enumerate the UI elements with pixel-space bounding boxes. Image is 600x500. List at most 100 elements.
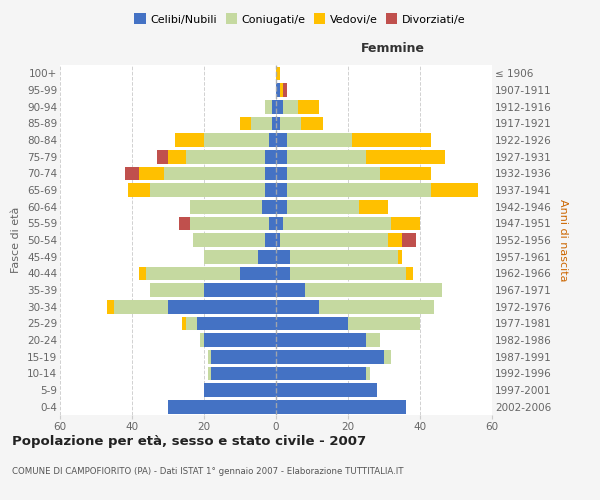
Bar bbox=[287, 133, 352, 147]
Bar bbox=[276, 316, 348, 330]
Bar bbox=[190, 216, 269, 230]
Bar bbox=[175, 133, 204, 147]
Bar bbox=[125, 166, 139, 180]
Bar bbox=[398, 250, 402, 264]
Bar bbox=[265, 183, 276, 197]
Bar bbox=[431, 183, 478, 197]
Bar bbox=[348, 316, 420, 330]
Bar bbox=[262, 200, 276, 213]
Y-axis label: Anni di nascita: Anni di nascita bbox=[558, 198, 568, 281]
Bar bbox=[276, 133, 287, 147]
Bar bbox=[290, 266, 406, 280]
Bar bbox=[276, 166, 287, 180]
Bar bbox=[298, 100, 319, 114]
Bar bbox=[359, 200, 388, 213]
Text: Popolazione per età, sesso e stato civile - 2007: Popolazione per età, sesso e stato civil… bbox=[12, 435, 366, 448]
Bar bbox=[276, 83, 280, 97]
Bar bbox=[366, 366, 370, 380]
Bar bbox=[276, 100, 283, 114]
Bar bbox=[388, 233, 402, 247]
Bar bbox=[200, 333, 204, 347]
Text: Femmine: Femmine bbox=[361, 42, 425, 54]
Bar bbox=[211, 350, 276, 364]
Bar bbox=[384, 350, 391, 364]
Bar bbox=[186, 150, 265, 164]
Bar bbox=[269, 133, 276, 147]
Bar bbox=[406, 266, 413, 280]
Bar bbox=[107, 300, 114, 314]
Bar bbox=[276, 200, 287, 213]
Bar bbox=[280, 116, 301, 130]
Bar bbox=[150, 283, 204, 297]
Bar bbox=[208, 350, 211, 364]
Bar bbox=[265, 166, 276, 180]
Bar bbox=[283, 216, 391, 230]
Bar bbox=[305, 283, 442, 297]
Bar bbox=[211, 366, 276, 380]
Bar bbox=[276, 300, 319, 314]
Bar bbox=[276, 266, 290, 280]
Bar bbox=[168, 300, 276, 314]
Bar bbox=[287, 200, 359, 213]
Bar bbox=[276, 283, 305, 297]
Bar bbox=[168, 150, 186, 164]
Bar bbox=[276, 66, 280, 80]
Bar bbox=[265, 100, 272, 114]
Bar bbox=[402, 233, 416, 247]
Bar bbox=[280, 83, 283, 97]
Bar bbox=[208, 366, 211, 380]
Bar bbox=[276, 366, 366, 380]
Bar bbox=[204, 250, 258, 264]
Bar bbox=[139, 166, 164, 180]
Bar bbox=[366, 150, 445, 164]
Bar bbox=[276, 150, 287, 164]
Bar bbox=[240, 116, 251, 130]
Bar bbox=[301, 116, 323, 130]
Bar bbox=[204, 383, 276, 397]
Bar bbox=[139, 266, 146, 280]
Bar bbox=[204, 283, 276, 297]
Bar bbox=[157, 150, 168, 164]
Bar bbox=[251, 116, 272, 130]
Bar bbox=[276, 400, 406, 413]
Bar bbox=[179, 216, 190, 230]
Bar bbox=[276, 250, 290, 264]
Bar bbox=[272, 116, 276, 130]
Bar bbox=[283, 83, 287, 97]
Bar bbox=[186, 316, 197, 330]
Bar bbox=[276, 183, 287, 197]
Legend: Celibi/Nubili, Coniugati/e, Vedovi/e, Divorziati/e: Celibi/Nubili, Coniugati/e, Vedovi/e, Di… bbox=[130, 10, 470, 30]
Bar bbox=[190, 200, 262, 213]
Bar bbox=[240, 266, 276, 280]
Bar bbox=[366, 333, 380, 347]
Text: COMUNE DI CAMPOFIORITO (PA) - Dati ISTAT 1° gennaio 2007 - Elaborazione TUTTITAL: COMUNE DI CAMPOFIORITO (PA) - Dati ISTAT… bbox=[12, 468, 404, 476]
Bar bbox=[146, 266, 240, 280]
Y-axis label: Fasce di età: Fasce di età bbox=[11, 207, 22, 273]
Bar bbox=[276, 116, 280, 130]
Bar bbox=[114, 300, 168, 314]
Bar bbox=[204, 333, 276, 347]
Bar bbox=[128, 183, 150, 197]
Bar bbox=[265, 233, 276, 247]
Bar bbox=[258, 250, 276, 264]
Bar bbox=[380, 166, 431, 180]
Bar bbox=[150, 183, 265, 197]
Bar bbox=[319, 300, 434, 314]
Bar bbox=[276, 383, 377, 397]
Bar bbox=[193, 233, 265, 247]
Bar bbox=[287, 183, 431, 197]
Bar bbox=[168, 400, 276, 413]
Bar bbox=[269, 216, 276, 230]
Bar bbox=[276, 233, 280, 247]
Bar bbox=[287, 150, 366, 164]
Bar bbox=[272, 100, 276, 114]
Bar bbox=[265, 150, 276, 164]
Bar bbox=[276, 333, 366, 347]
Bar bbox=[352, 133, 431, 147]
Bar bbox=[290, 250, 398, 264]
Bar bbox=[287, 166, 380, 180]
Bar bbox=[197, 316, 276, 330]
Bar bbox=[164, 166, 265, 180]
Bar bbox=[276, 216, 283, 230]
Bar bbox=[182, 316, 186, 330]
